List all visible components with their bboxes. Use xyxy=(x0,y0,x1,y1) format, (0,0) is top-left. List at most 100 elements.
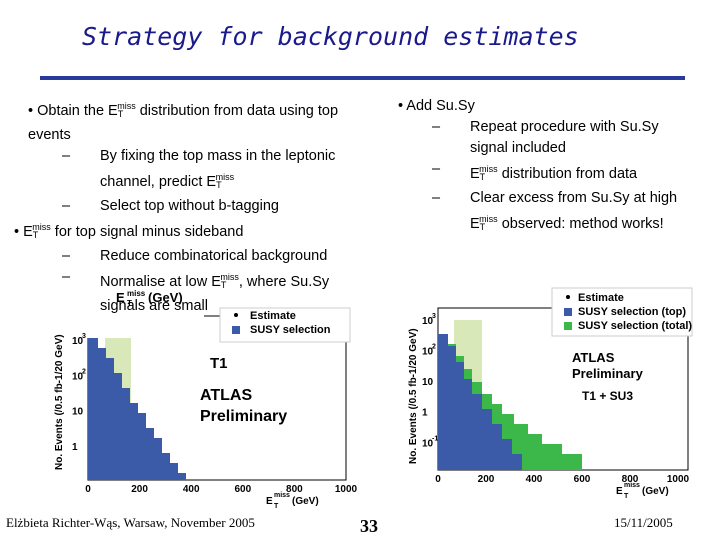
histogram-top xyxy=(438,334,522,470)
x-tick-label: 1000 xyxy=(335,484,358,495)
x-tick-label: 400 xyxy=(183,484,200,495)
x-tick-label: 400 xyxy=(526,474,543,485)
header: miss xyxy=(127,289,146,298)
text: distribution from data xyxy=(497,166,638,182)
text: T xyxy=(220,280,227,290)
text: for top signal minus sideband xyxy=(50,224,244,240)
sub-bullet: – Clear excess from Su.Sy at high ETmiss … xyxy=(398,188,688,238)
header: (GeV) xyxy=(148,290,183,305)
text: miss xyxy=(32,222,51,232)
x-tick-label: 800 xyxy=(286,484,303,495)
sub-bullet: – Reduce combinatorical background xyxy=(28,246,363,267)
y-tick-label: 10 xyxy=(422,316,434,327)
x-label: T xyxy=(624,493,629,500)
text: T xyxy=(479,222,486,232)
preliminary: Preliminary xyxy=(572,366,644,381)
y-tick-label: 10 xyxy=(72,407,84,418)
y-label: No. Events (/0.5 fb-1/20 GeV) xyxy=(408,328,419,464)
y-tick-label: 10 xyxy=(422,347,434,358)
text: miss xyxy=(479,214,498,224)
text: observed: method works! xyxy=(497,216,664,232)
x-tick-label: 600 xyxy=(234,484,251,495)
text: Repeat procedure with Su.Sy signal inclu… xyxy=(470,119,659,156)
plot-2: Estimate SUSY selection (top) SUSY selec… xyxy=(408,287,693,500)
left-bullets: • Obtain the E Tmiss distribution from da… xyxy=(14,96,363,317)
y-tick-label: -1 xyxy=(432,435,438,442)
footer-date: 15/11/2005 xyxy=(614,515,673,530)
legend-text: SUSY selection xyxy=(250,324,331,336)
bullet: • Obtain the ETmiss distribution from da… xyxy=(28,96,363,146)
text: Select top without b-tagging xyxy=(100,198,279,214)
footer-author: Elżbieta Richter-Wąs, Warsaw, November 2… xyxy=(6,515,255,530)
text: Normalise at low E xyxy=(100,274,221,290)
sub-bullet: – Normalise at low ETmiss, where Su.Sy si… xyxy=(28,267,363,317)
x-tick-label: 0 xyxy=(85,484,91,495)
text: Reduce combinatorical background xyxy=(100,248,328,264)
y-tick-label: 3 xyxy=(82,333,86,340)
x-label: E xyxy=(266,496,273,507)
sub-bullet: – ETmiss distribution from data xyxy=(398,159,688,188)
x-tick-label: 800 xyxy=(622,474,639,485)
dash: – xyxy=(432,190,441,206)
legend-marker xyxy=(564,308,572,316)
x-ticks: 0 200 400 600 800 1000 xyxy=(435,474,689,485)
legend xyxy=(219,307,351,343)
x-label: T xyxy=(274,503,279,510)
x-label: (GeV) xyxy=(642,486,669,497)
x-label: miss xyxy=(624,482,640,489)
text: E xyxy=(470,166,480,182)
legend-marker xyxy=(564,322,572,330)
legend-marker xyxy=(234,313,238,317)
x-tick-label: 0 xyxy=(435,474,441,485)
preliminary: Preliminary xyxy=(200,408,287,425)
legend-marker xyxy=(232,326,240,334)
text: T xyxy=(216,180,222,190)
x-tick-label: 1000 xyxy=(667,474,690,485)
text: • Obtain the E xyxy=(28,103,118,119)
plot-tag: T1 + SU3 xyxy=(582,389,633,403)
legend-text: SUSY selection (total) xyxy=(578,320,692,332)
dash: – xyxy=(62,248,71,264)
slide-title: Strategy for background estimates xyxy=(82,22,579,51)
dash: – xyxy=(432,161,441,177)
header: E xyxy=(116,290,125,305)
text: • E xyxy=(14,224,33,240)
sub-bullet: – Select top without b-tagging xyxy=(28,196,363,217)
dash: – xyxy=(62,148,71,164)
text: distribution from data using top events xyxy=(28,103,339,143)
x-ticks: 0 200 400 600 800 1000 xyxy=(85,484,357,495)
y-tick-label: 10 xyxy=(422,377,434,388)
atlas: ATLAS xyxy=(572,350,615,365)
y-tick-label: 10 xyxy=(72,336,84,347)
text: By fixing the top mass in the leptonic c… xyxy=(100,148,336,190)
text: miss xyxy=(220,272,239,282)
atlas: ATLAS xyxy=(200,387,252,404)
dash: – xyxy=(62,269,71,285)
x-tick-label: 200 xyxy=(131,484,148,495)
y-label: No. Events (/0.5 fb-1/20 GeV) xyxy=(54,334,65,470)
y-tick-label: 10 xyxy=(72,371,84,382)
title-rule xyxy=(40,76,685,80)
x-label: miss xyxy=(274,492,290,499)
y-tick-label: 3 xyxy=(432,313,436,320)
text: • Add Su.Sy xyxy=(398,98,475,114)
x-tick-label: 600 xyxy=(574,474,591,485)
bullet: • Add Su.Sy xyxy=(398,96,688,117)
y-tick-label: 2 xyxy=(82,368,86,375)
y-tick-label: 1 xyxy=(422,408,428,419)
text: T xyxy=(32,230,39,240)
text: Clear excess from Su.Sy at high E xyxy=(470,190,678,232)
dash: – xyxy=(432,119,441,135)
x-label: (GeV) xyxy=(292,496,319,507)
y-tick-label: 10 xyxy=(422,438,434,449)
text: , where Su.Sy signals are small xyxy=(100,274,330,314)
y-tick-label: 2 xyxy=(432,344,436,351)
plot-1: E T miss (GeV) Estimate SUSY selection T… xyxy=(54,289,358,510)
x-label: E xyxy=(616,486,623,497)
sub-bullet: – Repeat procedure with Su.Sy signal incl… xyxy=(398,117,688,159)
text: T xyxy=(479,172,486,182)
legend-text: Estimate xyxy=(578,292,624,304)
right-bullets: • Add Su.Sy – Repeat procedure with Su.Sy… xyxy=(398,96,688,238)
